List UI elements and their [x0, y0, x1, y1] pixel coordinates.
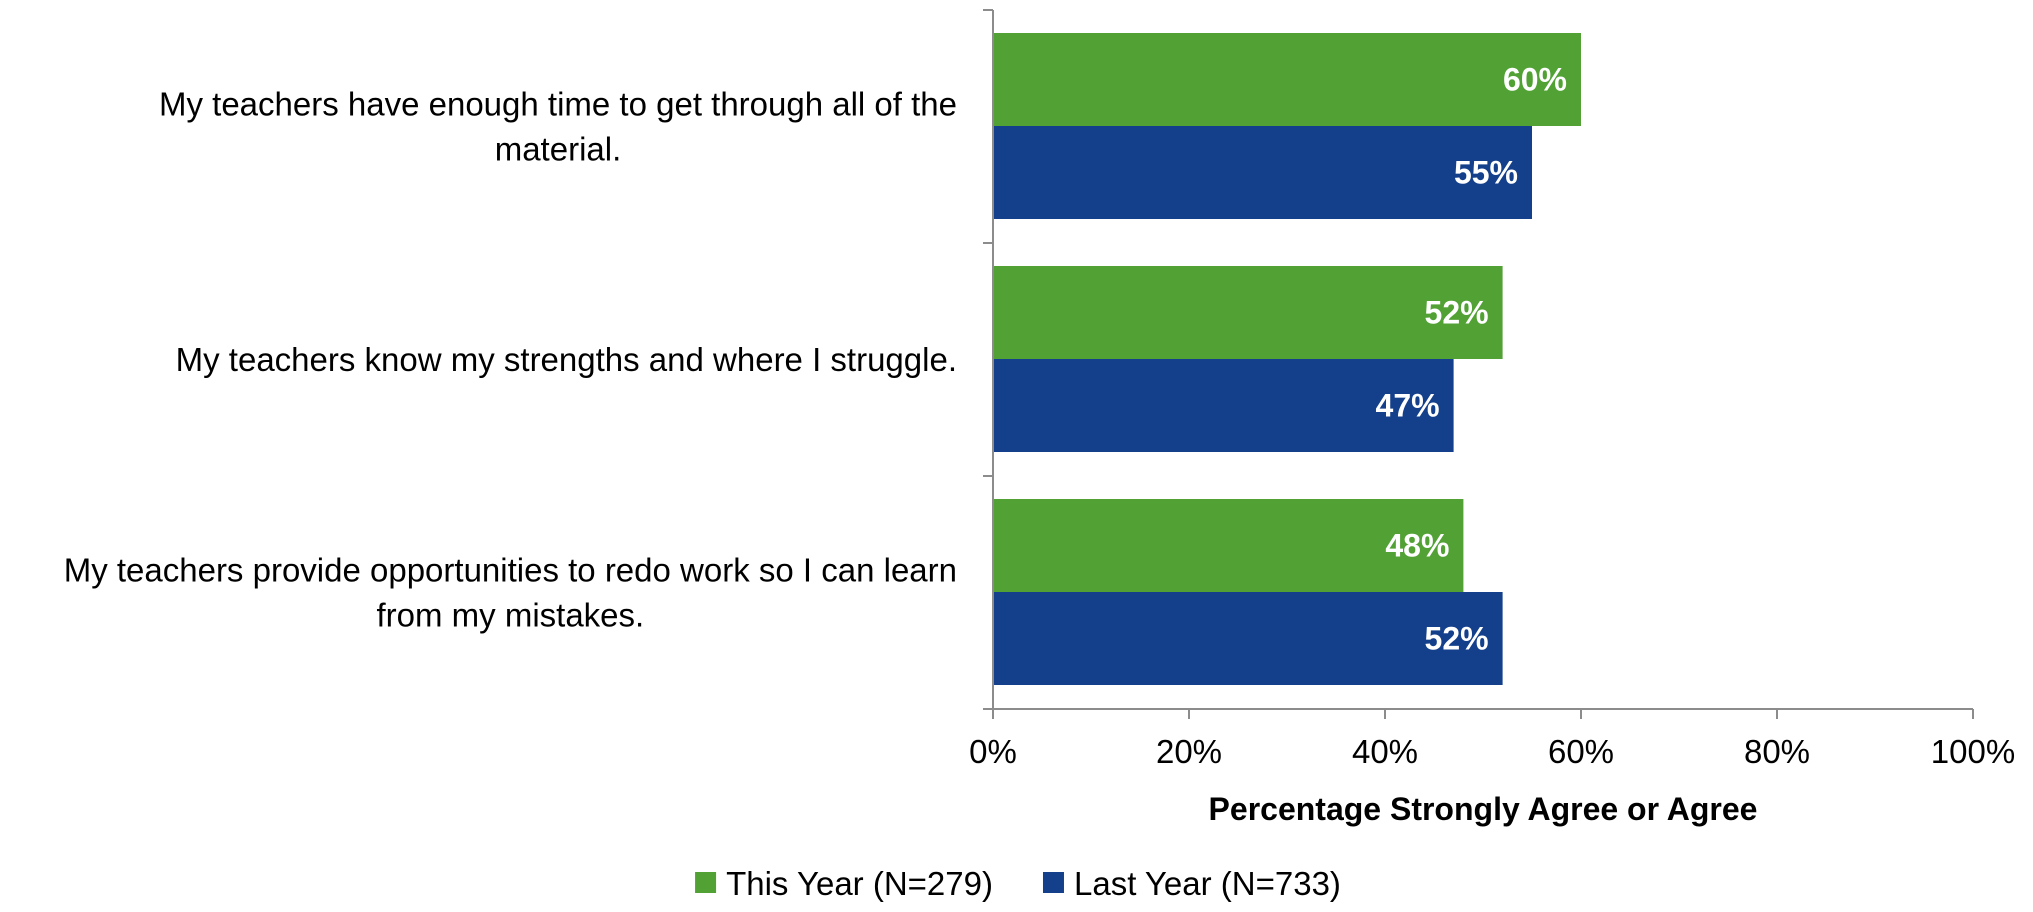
- data-label-last-year-3: 52%: [1425, 621, 1489, 657]
- category-label-line: My teachers provide opportunities to red…: [64, 552, 957, 589]
- category-label-line: material.: [495, 131, 622, 168]
- x-tick-label: 40%: [1352, 733, 1418, 770]
- x-tick-label: 60%: [1548, 733, 1614, 770]
- category-label-line: My teachers have enough time to get thro…: [159, 86, 957, 123]
- bar-this-year-1: [993, 33, 1581, 126]
- data-label-this-year-3: 48%: [1385, 528, 1449, 564]
- legend-label: Last Year (N=733): [1074, 865, 1341, 902]
- category-label-2: My teachers know my strengths and where …: [176, 341, 957, 378]
- data-label-this-year-1: 60%: [1503, 62, 1567, 98]
- tick-labels-layer: 0% 20% 40% 60% 80% 100%: [969, 733, 2015, 770]
- data-label-last-year-1: 55%: [1454, 155, 1518, 191]
- category-labels-layer: My teachers have enough time to get thro…: [64, 86, 957, 634]
- bar-this-year-3: [993, 499, 1464, 592]
- legend-swatch: [1042, 872, 1064, 893]
- data-labels-layer: 60% 55% 52% 47% 48% 52%: [1376, 62, 1567, 657]
- bars-layer: [993, 33, 1581, 685]
- bar-last-year-2: [993, 359, 1454, 452]
- category-label-3: My teachers provide opportunities to red…: [64, 552, 957, 634]
- legend-label: This Year (N=279): [726, 865, 993, 902]
- category-label-line: My teachers know my strengths and where …: [176, 341, 957, 378]
- bar-last-year-1: [993, 126, 1532, 219]
- x-tick-label: 80%: [1744, 733, 1810, 770]
- x-axis-title: Percentage Strongly Agree or Agree: [1209, 791, 1758, 827]
- category-label-1: My teachers have enough time to get thro…: [159, 86, 957, 168]
- x-tick-label: 20%: [1156, 733, 1222, 770]
- legend-item-this-year: This Year (N=279): [695, 865, 993, 902]
- legend-swatch: [695, 872, 717, 893]
- data-label-last-year-2: 47%: [1376, 388, 1440, 424]
- x-tick-label: 100%: [1931, 733, 2015, 770]
- legend-item-last-year: Last Year (N=733): [1042, 865, 1341, 902]
- category-label-line: from my mistakes.: [377, 597, 645, 634]
- bar-last-year-3: [993, 592, 1503, 685]
- x-tick-label: 0%: [969, 733, 1017, 770]
- legend: This Year (N=279) Last Year (N=733): [695, 865, 1341, 902]
- bar-this-year-2: [993, 266, 1503, 359]
- axes-layer: [983, 9, 1974, 719]
- data-label-this-year-2: 52%: [1425, 295, 1489, 331]
